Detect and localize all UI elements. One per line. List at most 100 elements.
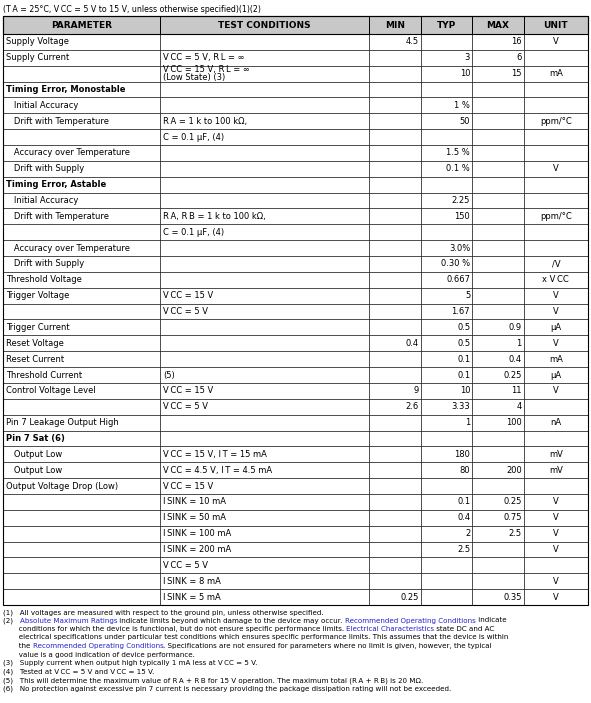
Bar: [472, 34, 524, 50]
Bar: [472, 113, 524, 129]
Bar: [160, 129, 369, 145]
Text: mA: mA: [549, 69, 563, 78]
Bar: [160, 335, 369, 352]
Text: MIN: MIN: [385, 20, 405, 30]
Text: 16: 16: [511, 37, 522, 46]
Bar: [160, 113, 369, 129]
Text: 2.6: 2.6: [405, 402, 418, 411]
Text: Accuracy over Temperature: Accuracy over Temperature: [6, 148, 130, 157]
Bar: [369, 541, 421, 557]
Text: Pin 7 Sat (6): Pin 7 Sat (6): [6, 434, 65, 443]
Text: V: V: [553, 513, 558, 522]
Bar: [524, 367, 588, 383]
Bar: [421, 415, 472, 430]
Bar: [3, 526, 160, 541]
Bar: [160, 193, 369, 209]
Text: state DC and AC: state DC and AC: [434, 626, 495, 632]
Bar: [472, 129, 524, 145]
Bar: [369, 113, 421, 129]
Text: I SINK = 100 mA: I SINK = 100 mA: [163, 529, 231, 538]
Text: V CC = 5 V: V CC = 5 V: [163, 307, 208, 316]
Bar: [160, 161, 369, 176]
Text: V: V: [553, 545, 558, 554]
Bar: [369, 399, 421, 415]
Text: Timing Error, Monostable: Timing Error, Monostable: [6, 85, 125, 94]
Bar: [160, 573, 369, 589]
Bar: [472, 510, 524, 526]
Bar: [524, 352, 588, 367]
Text: 15: 15: [511, 69, 522, 78]
Bar: [421, 463, 472, 478]
Bar: [524, 129, 588, 145]
Text: TEST CONDITIONS: TEST CONDITIONS: [218, 20, 311, 30]
Bar: [3, 176, 160, 193]
Bar: [160, 304, 369, 319]
Bar: [524, 145, 588, 161]
Text: Output Low: Output Low: [6, 450, 62, 459]
Text: Initial Accuracy: Initial Accuracy: [6, 101, 79, 110]
Text: UNIT: UNIT: [544, 20, 568, 30]
Bar: [421, 113, 472, 129]
Bar: [421, 224, 472, 240]
Bar: [369, 193, 421, 209]
Bar: [160, 224, 369, 240]
Text: 0.1: 0.1: [457, 498, 470, 506]
Text: 4.5: 4.5: [405, 37, 418, 46]
Text: 0.25: 0.25: [504, 370, 522, 380]
Bar: [524, 113, 588, 129]
Bar: [421, 446, 472, 463]
Bar: [3, 573, 160, 589]
Text: (T A = 25°C, V CC = 5 V to 15 V, unless otherwise specified)(1)(2): (T A = 25°C, V CC = 5 V to 15 V, unless …: [3, 5, 261, 14]
Bar: [3, 541, 160, 557]
Bar: [369, 383, 421, 399]
Bar: [3, 415, 160, 430]
Bar: [369, 319, 421, 335]
Bar: [369, 463, 421, 478]
Bar: [3, 335, 160, 352]
Bar: [421, 209, 472, 224]
Text: 2.25: 2.25: [452, 196, 470, 205]
Text: Drift with Supply: Drift with Supply: [6, 165, 85, 174]
Bar: [369, 304, 421, 319]
Text: 0.1: 0.1: [457, 354, 470, 363]
Text: Control Voltage Level: Control Voltage Level: [6, 387, 96, 395]
Bar: [472, 98, 524, 113]
Bar: [421, 304, 472, 319]
Bar: [472, 557, 524, 573]
Text: Reset Current: Reset Current: [6, 354, 64, 363]
Text: . Specifications are not ensured for parameters where no limit is given, however: . Specifications are not ensured for par…: [163, 643, 492, 649]
Bar: [369, 129, 421, 145]
Bar: [3, 383, 160, 399]
Bar: [421, 589, 472, 605]
Bar: [472, 319, 524, 335]
Text: 3: 3: [465, 53, 470, 63]
Text: I SINK = 50 mA: I SINK = 50 mA: [163, 513, 226, 522]
Text: V: V: [553, 165, 558, 174]
Bar: [421, 50, 472, 65]
Text: conditions for which the device is functional, but do not ensure specific perfor: conditions for which the device is funct…: [3, 626, 346, 632]
Text: (6)   No protection against excessive pin 7 current is necessary providing the p: (6) No protection against excessive pin …: [3, 685, 452, 692]
Bar: [524, 494, 588, 510]
Text: (3)   Supply current when output high typically 1 mA less at V CC = 5 V.: (3) Supply current when output high typi…: [3, 660, 257, 666]
Bar: [369, 176, 421, 193]
Text: Drift with Temperature: Drift with Temperature: [6, 117, 109, 126]
Bar: [421, 526, 472, 541]
Bar: [421, 319, 472, 335]
Bar: [524, 573, 588, 589]
Text: Supply Voltage: Supply Voltage: [6, 37, 69, 46]
Bar: [369, 352, 421, 367]
Bar: [472, 463, 524, 478]
Text: Drift with Supply: Drift with Supply: [6, 259, 85, 269]
Bar: [421, 383, 472, 399]
Text: 1 %: 1 %: [454, 101, 470, 110]
Bar: [524, 98, 588, 113]
Text: ppm/°C: ppm/°C: [540, 117, 571, 126]
Text: 2.5: 2.5: [457, 545, 470, 554]
Text: V CC = 5 V: V CC = 5 V: [163, 561, 208, 570]
Bar: [524, 430, 588, 446]
Bar: [160, 526, 369, 541]
Bar: [3, 65, 160, 82]
Bar: [3, 129, 160, 145]
Bar: [524, 415, 588, 430]
Bar: [524, 463, 588, 478]
